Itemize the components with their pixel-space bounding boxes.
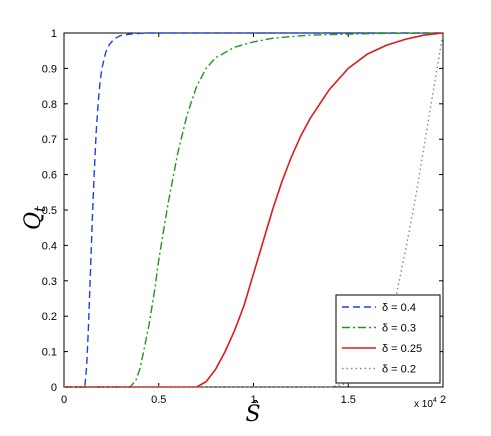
- x-tick-label: 1: [250, 394, 256, 406]
- y-tick-label: 0.8: [42, 99, 57, 111]
- y-tick-label: 0.3: [42, 276, 57, 288]
- y-tick-label: 0.2: [42, 311, 57, 323]
- y-tick-label: 0.7: [42, 134, 57, 146]
- x-multiplier: x 104: [414, 397, 437, 410]
- series-line: [64, 32, 444, 388]
- x-multiplier-base: x 10: [414, 399, 433, 410]
- legend-label: δ = 0.2: [382, 364, 416, 376]
- series-line: [64, 32, 444, 388]
- series-layer: [64, 32, 444, 388]
- y-tick-label: 1: [51, 28, 57, 40]
- y-tick-label: 0.6: [42, 170, 57, 182]
- x-axis-label: Ŝ: [245, 400, 260, 427]
- y-axis-label-main: Q: [21, 212, 46, 230]
- legend-box: [335, 294, 441, 384]
- x-tick-label: 1.5: [341, 394, 356, 406]
- series-line: [64, 32, 444, 388]
- y-tick-label: 0: [51, 382, 57, 394]
- y-axis-label: Qt: [21, 205, 49, 230]
- x-tick-label: 2: [440, 394, 446, 406]
- y-tick-label: 0.1: [42, 347, 57, 359]
- legend: δ = 0.4 δ = 0.3 δ = 0.25 δ = 0.2: [335, 294, 441, 384]
- y-tick-label: 0.5: [42, 205, 57, 217]
- y-tick-label: 0.4: [42, 240, 57, 252]
- legend-label: δ = 0.4: [382, 302, 416, 314]
- series-line: [64, 32, 443, 388]
- legend-label: δ = 0.3: [382, 323, 416, 335]
- y-axis-label-sub: t: [31, 205, 49, 212]
- legend-entries: δ = 0.4 δ = 0.3 δ = 0.25 δ = 0.2: [342, 302, 422, 376]
- y-tick-label: 0.9: [42, 63, 57, 75]
- x-multiplier-exponent: 4: [433, 397, 437, 404]
- legend-label: δ = 0.25: [382, 343, 422, 355]
- x-tick-label: 0: [61, 394, 67, 406]
- x-tick-label: 0.5: [151, 394, 166, 406]
